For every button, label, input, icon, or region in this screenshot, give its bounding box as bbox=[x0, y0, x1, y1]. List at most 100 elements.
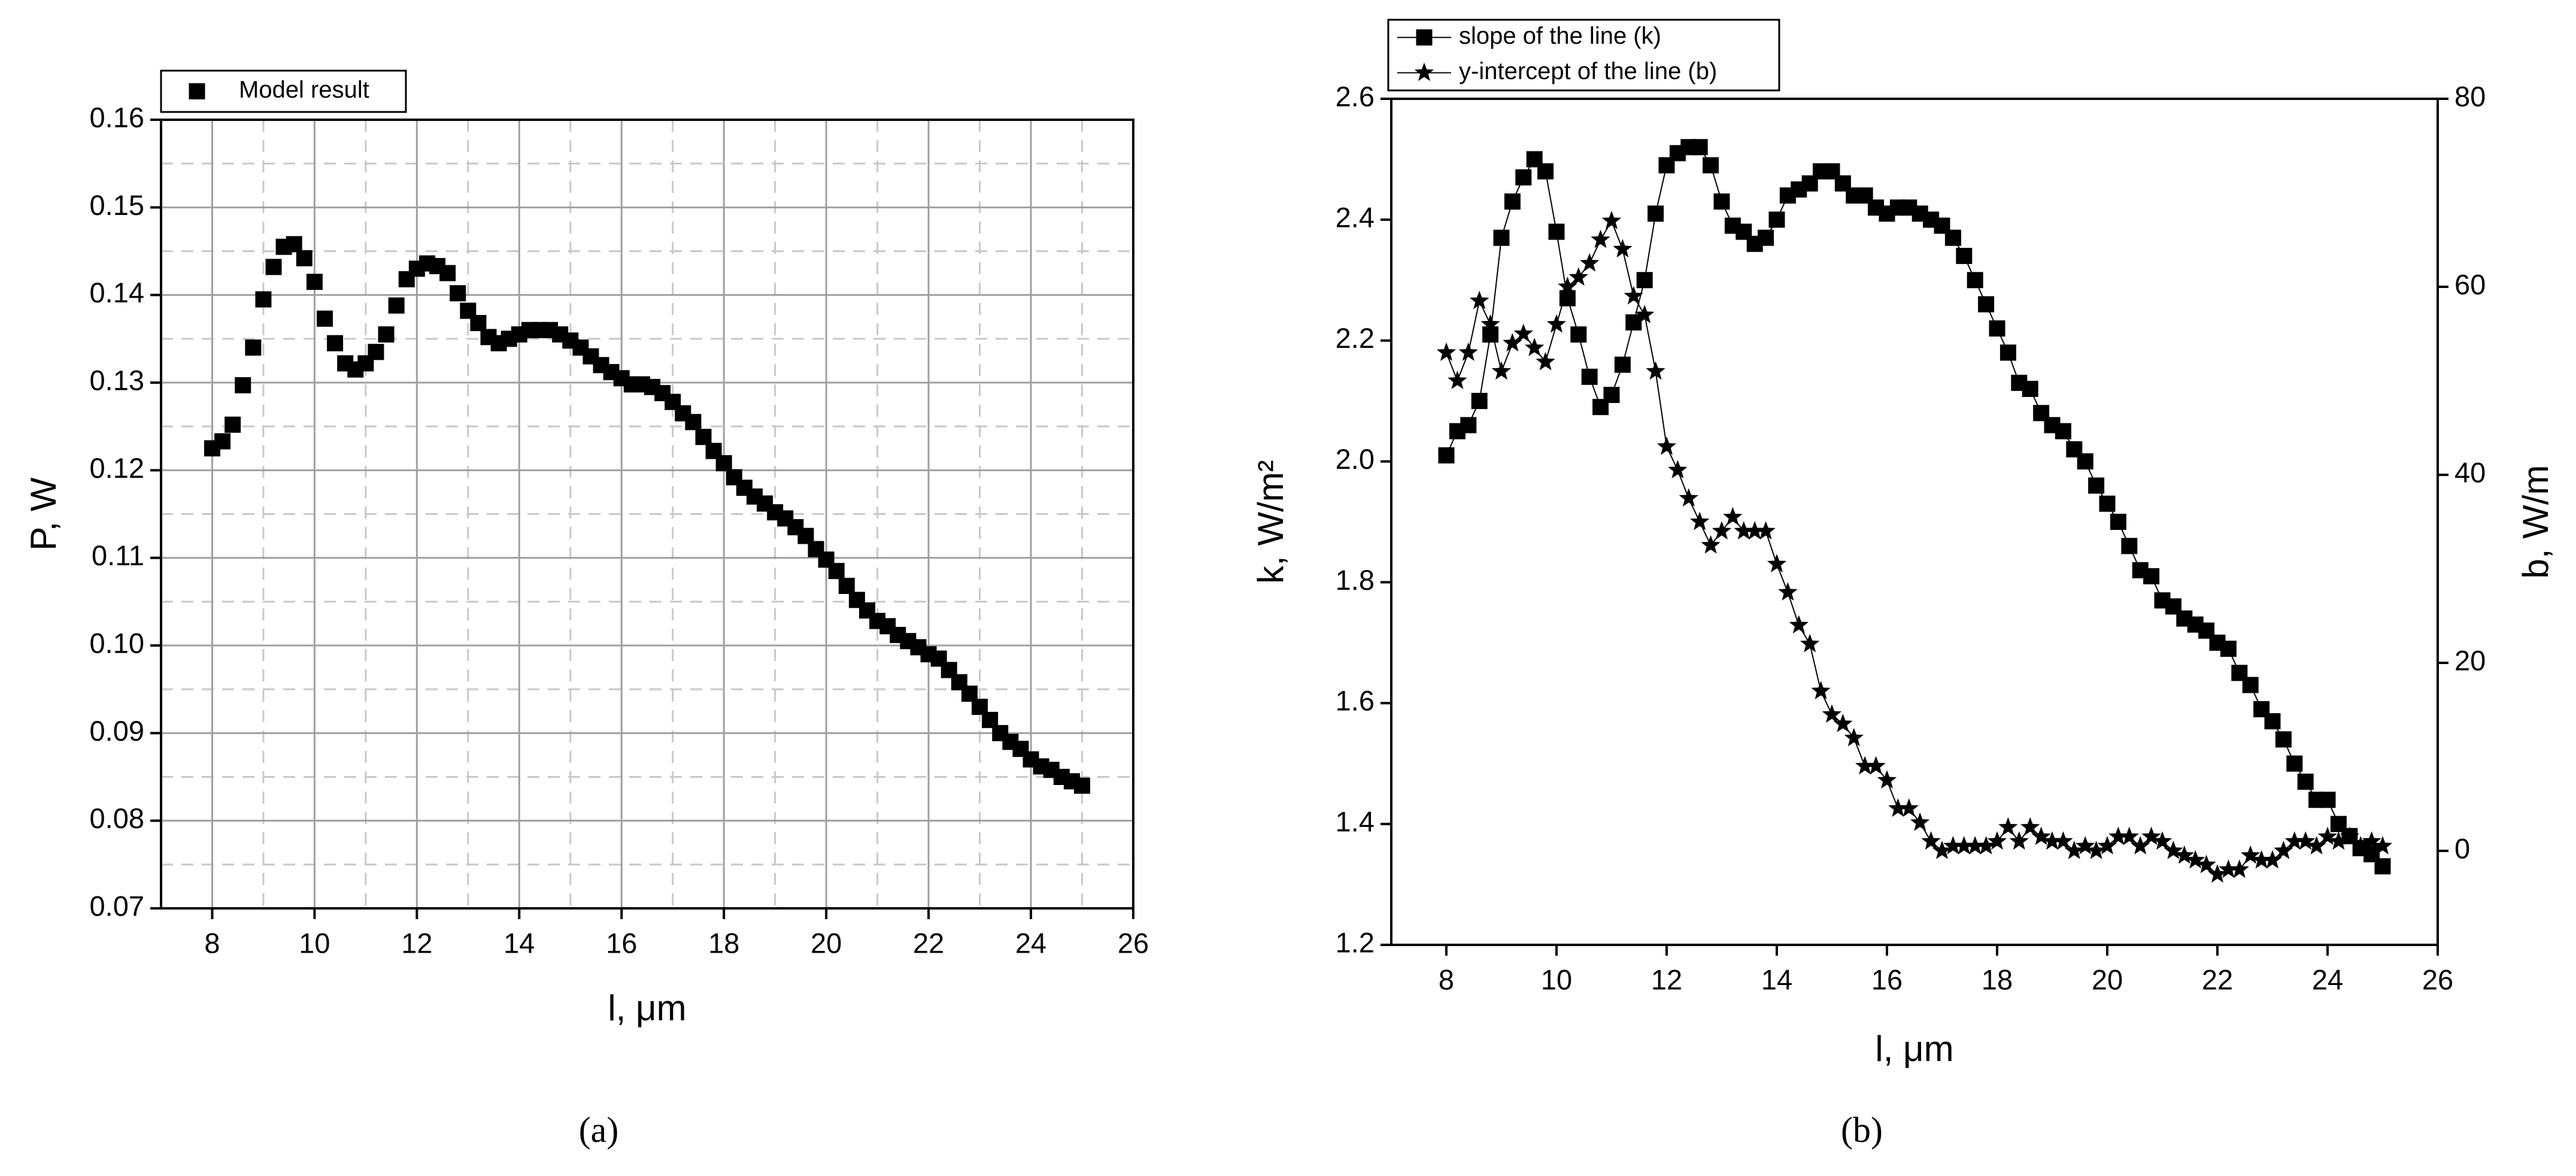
y-tick-label: 0.14 bbox=[90, 277, 144, 308]
star-marker bbox=[1756, 521, 1776, 539]
y-axis-label: P, W bbox=[23, 477, 63, 551]
star-marker bbox=[1558, 277, 1577, 295]
square-marker bbox=[224, 416, 241, 433]
caption: (b) bbox=[1841, 1110, 1883, 1150]
x-axis-label: l, μm bbox=[608, 988, 686, 1028]
square-marker bbox=[235, 377, 251, 393]
square-marker bbox=[368, 344, 384, 360]
star-marker bbox=[2307, 836, 2326, 854]
star-marker bbox=[1536, 351, 1555, 371]
legend-label: y-intercept of the line (b) bbox=[1459, 58, 1717, 84]
y-tick-label: 2.6 bbox=[1336, 80, 1375, 112]
square-marker bbox=[378, 326, 395, 343]
square-marker bbox=[470, 314, 487, 331]
star-marker bbox=[2009, 831, 2029, 850]
star-marker bbox=[1965, 836, 1985, 854]
square-marker bbox=[1493, 229, 1510, 246]
y2-tick-label: 80 bbox=[2454, 80, 2486, 112]
square-marker bbox=[1758, 229, 1774, 246]
star-marker bbox=[2372, 836, 2393, 854]
square-marker bbox=[2242, 677, 2259, 693]
star-marker bbox=[1601, 211, 1622, 229]
series-line bbox=[1446, 219, 2383, 875]
plot-frame bbox=[160, 119, 1134, 910]
star-marker bbox=[1987, 831, 2007, 850]
star-marker bbox=[2108, 826, 2128, 845]
star-marker bbox=[2262, 850, 2283, 869]
star-marker bbox=[1503, 333, 1522, 351]
square-marker bbox=[2022, 380, 2038, 397]
star-marker bbox=[1833, 714, 1853, 732]
star-marker bbox=[1491, 361, 1512, 380]
x-tick-label: 20 bbox=[2092, 963, 2123, 995]
star-marker bbox=[2186, 850, 2205, 869]
star-marker bbox=[2042, 831, 2062, 850]
star-marker bbox=[2064, 841, 2084, 859]
legend-marker bbox=[1414, 62, 1434, 81]
x-tick-label: 12 bbox=[1651, 963, 1682, 995]
x-tick-label: 8 bbox=[1439, 963, 1454, 995]
square-marker bbox=[2275, 731, 2292, 748]
legend-marker bbox=[1416, 29, 1433, 46]
star-marker bbox=[1888, 798, 1908, 817]
y2-tick-label: 60 bbox=[2454, 268, 2486, 300]
plot-frame bbox=[1390, 98, 2439, 946]
series-line bbox=[1446, 146, 2383, 867]
star-marker bbox=[2076, 836, 2095, 854]
x-tick-label: 16 bbox=[606, 927, 637, 959]
star-marker bbox=[2141, 826, 2161, 845]
square-marker bbox=[1967, 272, 1983, 289]
square-marker bbox=[2374, 858, 2391, 875]
star-marker bbox=[2317, 826, 2338, 845]
star-marker bbox=[2274, 841, 2293, 859]
x-tick-label: 10 bbox=[299, 927, 330, 959]
square-marker bbox=[255, 291, 272, 308]
square-marker bbox=[327, 335, 344, 351]
y-tick-label: 0.07 bbox=[90, 890, 144, 922]
square-marker bbox=[296, 250, 312, 266]
star-marker bbox=[1656, 436, 1677, 455]
star-marker bbox=[1635, 305, 1655, 323]
square-marker bbox=[1504, 193, 1521, 210]
star-marker bbox=[1976, 836, 1996, 854]
square-marker bbox=[1515, 169, 1532, 186]
star-marker bbox=[1932, 841, 1952, 859]
star-marker bbox=[2362, 831, 2381, 850]
square-marker bbox=[715, 455, 732, 472]
star-marker bbox=[1910, 812, 1930, 831]
square-marker bbox=[1999, 344, 2016, 361]
square-marker bbox=[2099, 495, 2116, 512]
square-marker bbox=[2121, 538, 2138, 554]
square-marker bbox=[306, 274, 323, 290]
star-marker bbox=[2152, 831, 2173, 850]
square-marker bbox=[245, 339, 262, 356]
star-marker bbox=[1899, 798, 1919, 817]
square-marker bbox=[1703, 157, 1719, 174]
x-tick-label: 20 bbox=[811, 927, 842, 959]
star-marker bbox=[1745, 521, 1765, 539]
star-marker bbox=[1591, 229, 1610, 248]
square-marker bbox=[2077, 453, 2093, 470]
star-marker bbox=[1844, 728, 1864, 747]
star-marker bbox=[1580, 253, 1600, 272]
square-marker bbox=[265, 259, 282, 275]
square-marker bbox=[1603, 387, 1620, 404]
square-marker bbox=[2055, 423, 2071, 440]
star-marker bbox=[1734, 521, 1753, 539]
x-tick-label: 26 bbox=[1118, 927, 1149, 959]
star-marker bbox=[2340, 826, 2359, 845]
star-marker bbox=[1458, 342, 1478, 361]
x-tick-label: 14 bbox=[1761, 963, 1792, 995]
legend-box bbox=[1387, 19, 1780, 92]
star-marker bbox=[2241, 845, 2261, 864]
x-tick-label: 14 bbox=[503, 927, 535, 959]
y-tick-label: 0.08 bbox=[90, 802, 144, 834]
square-marker bbox=[2297, 773, 2314, 790]
y-tick-label: 1.8 bbox=[1336, 564, 1375, 596]
star-marker bbox=[1767, 554, 1787, 572]
star-marker bbox=[1613, 239, 1633, 257]
square-marker bbox=[1989, 320, 2005, 337]
square-marker bbox=[685, 414, 702, 431]
x-tick-label: 10 bbox=[1541, 963, 1572, 995]
